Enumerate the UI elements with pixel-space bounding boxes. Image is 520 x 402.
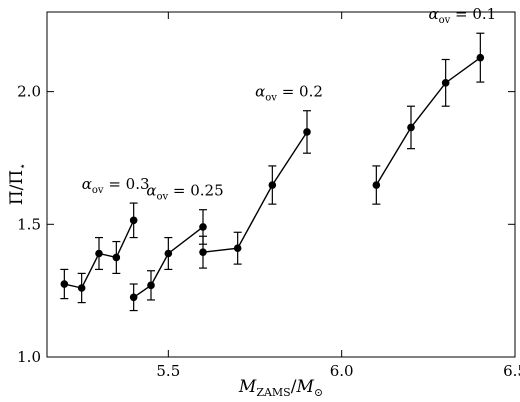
series-annotation: αov = 0.2 <box>255 83 323 104</box>
data-point <box>303 128 311 136</box>
data-point <box>112 253 121 262</box>
axis-ticks: 5.5 6.0 6.5 1.0 1.5 2.0 <box>17 12 520 380</box>
data-point <box>476 53 485 62</box>
series-line <box>202 131 308 253</box>
series-line <box>133 226 204 298</box>
series <box>372 32 485 205</box>
data-point <box>164 249 173 258</box>
y-tick-label: 1.5 <box>17 215 41 233</box>
data-point <box>372 181 381 189</box>
data-point <box>199 248 207 256</box>
y-tick-label: 1.0 <box>17 348 41 366</box>
x-axis-label: MZAMS/M⊙ <box>238 377 323 399</box>
x-tick-label: 5.5 <box>156 362 180 380</box>
data-point <box>95 249 103 258</box>
series <box>129 209 207 312</box>
series-annotation: αov = 0.3 <box>82 175 150 196</box>
data-point <box>129 216 138 225</box>
data-point <box>199 223 207 231</box>
series-annotation: αov = 0.1 <box>428 5 496 26</box>
data-point <box>77 284 86 292</box>
series-annotation: αov = 0.25 <box>146 182 223 203</box>
series <box>60 202 138 304</box>
data-point <box>147 281 155 290</box>
y-axis-label: Π̄/Π̄⋆ <box>7 163 29 205</box>
series <box>199 110 311 269</box>
data-point <box>407 123 415 132</box>
plot-frame <box>46 11 516 358</box>
data-point <box>233 244 242 252</box>
y-tick-label: 2.0 <box>17 83 41 101</box>
data-series <box>60 32 485 312</box>
data-point <box>129 293 138 302</box>
x-tick-label: 6.0 <box>330 362 354 380</box>
series-line <box>375 57 481 186</box>
data-point <box>60 280 69 288</box>
data-point <box>268 181 277 189</box>
data-point <box>441 79 450 87</box>
x-tick-label: 6.5 <box>503 362 520 380</box>
